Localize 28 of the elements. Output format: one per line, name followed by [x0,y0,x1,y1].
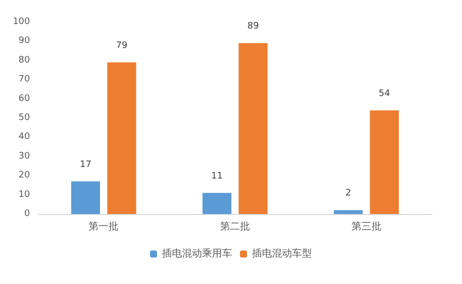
data-label: 17 [80,160,92,170]
data-label: 89 [247,22,260,32]
y-tick-label: 40 [18,132,30,142]
y-tick-label: 80 [18,55,30,66]
data-label: 79 [116,40,128,51]
y-tick-label: 30 [18,151,30,162]
legend-label: 插电混动乘用车 [162,248,232,260]
data-label: 2 [345,188,352,199]
bar [202,192,232,214]
y-tick-label: 50 [18,113,30,123]
data-label: 11 [211,171,223,182]
bar [238,43,268,214]
y-tick-label: 70 [18,74,30,85]
y-tick-label: 20 [18,170,30,181]
x-tick-label: 第二批 [220,220,250,232]
legend-label: 插电混动车型 [252,248,312,260]
y-tick-label: 60 [18,94,30,104]
bar [370,110,399,214]
x-tick-label: 第三批 [351,220,382,232]
x-tick-label: 第一批 [88,220,119,232]
y-tick-label: 10 [18,190,30,200]
y-tick-label: 90 [18,36,30,46]
bar [71,181,100,214]
y-tick-label: 100 [12,17,30,27]
bar [107,62,136,214]
y-tick-label: 0 [24,209,30,219]
data-label: 54 [378,88,390,99]
bar [334,210,363,214]
